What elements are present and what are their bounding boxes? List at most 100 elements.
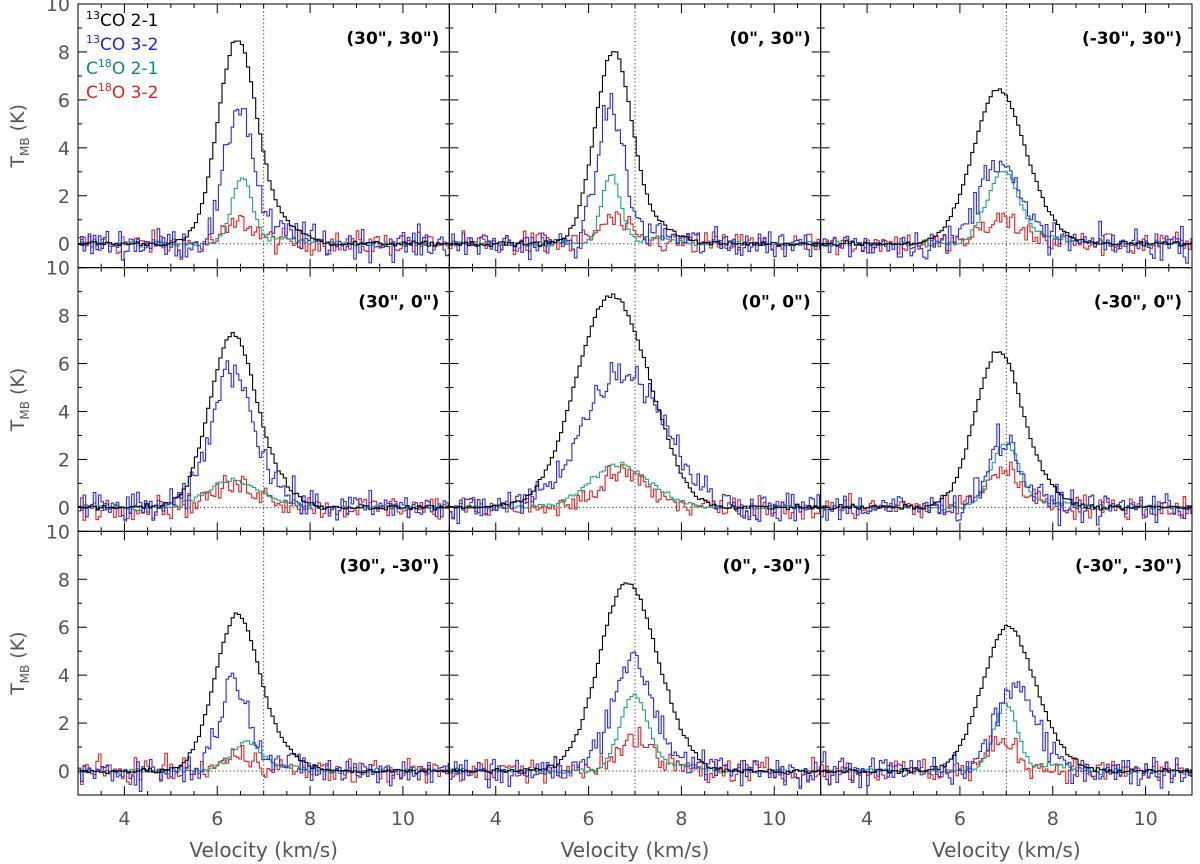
panel-6: (30", -30") 0 2 4 6 8 10 TMB (K) 4 6 8 10 Velocity (…: [7, 521, 450, 862]
legend-label: CO 2-1: [100, 11, 158, 31]
panel-position-label: (0", 30"): [730, 29, 811, 49]
spectrum-c18o-21: [449, 461, 821, 510]
spectrum-c18o-32: [78, 475, 450, 521]
y-tick-label: 4: [58, 138, 70, 160]
spectrum-co13-21: [78, 332, 450, 511]
panel-2: (-30", 30"): [820, 3, 1193, 269]
x-tick-label: 6: [954, 808, 966, 830]
spectrum-co13-21: [78, 40, 450, 247]
panel-8: (-30", -30") 4 6 8 10 Velocity (km/s): [820, 530, 1193, 862]
y-tick-label: 8: [58, 42, 70, 64]
spectrum-c18o-32: [449, 727, 821, 787]
legend-entry: 13CO 3-2: [86, 33, 158, 55]
y-tick-label: 10: [46, 521, 70, 543]
legend-superscript: 18: [98, 57, 112, 70]
spectra-group: [449, 51, 821, 261]
y-tick-label: 8: [58, 569, 70, 591]
panel-position-label: (0", 0"): [741, 293, 810, 313]
panel-position-label: (30", 30"): [346, 29, 439, 49]
legend-label: O 3-2: [112, 83, 159, 103]
y-tick-label: 6: [58, 90, 70, 112]
legend-entry: 13CO 2-1: [86, 9, 158, 31]
spectrum-co13-21: [820, 88, 1193, 247]
spectrum-c18o-32: [820, 461, 1193, 521]
panel-1: (0", 30"): [448, 3, 822, 269]
y-axis-title-subscript: MB: [18, 401, 32, 420]
spectrum-co13-32: [820, 159, 1193, 264]
y-tick-label: 2: [58, 186, 70, 208]
spectrum-co13-32: [449, 362, 821, 525]
y-axis-title-subscript: MB: [18, 665, 32, 684]
panel-position-label: (30", -30"): [339, 556, 439, 576]
y-tick-label: 2: [58, 449, 70, 471]
y-axis-title-main: T: [7, 156, 29, 169]
x-axis-title: Velocity (km/s): [561, 838, 710, 862]
legend-prefix: C: [86, 59, 98, 79]
spectrum-co13-32: [820, 423, 1193, 527]
spectrum-co13-32: [78, 108, 450, 264]
x-tick-label: 8: [1047, 808, 1059, 830]
x-axis-title: Velocity (km/s): [189, 838, 338, 862]
legend-entry: C18O 3-2: [86, 81, 158, 103]
spectrum-co13-21: [449, 582, 821, 774]
y-axis-title-unit: (K): [7, 631, 29, 664]
x-tick-label: 10: [391, 808, 415, 830]
legend-superscript: 18: [98, 81, 112, 94]
spectrum-c18o-21: [820, 171, 1193, 247]
y-tick-label: 6: [58, 617, 70, 639]
y-tick-label: 2: [58, 713, 70, 735]
spectra-group: [449, 582, 821, 789]
x-tick-label: 8: [304, 808, 316, 830]
x-axis-title: Velocity (km/s): [932, 838, 1081, 862]
panel-position-label: (0", -30"): [722, 556, 810, 576]
spectra-group: [78, 332, 450, 522]
spectrum-c18o-32: [820, 212, 1193, 257]
y-axis-title-main: T: [7, 683, 29, 696]
panel-position-label: (30", 0"): [358, 293, 439, 313]
y-axis-title-unit: (K): [7, 104, 29, 137]
y-axis-title-subscript: MB: [18, 137, 32, 156]
panel-3: (30", 0") 0 2 4 6 8 10 TMB (K): [7, 258, 450, 532]
panel-5: (-30", 0"): [820, 267, 1193, 532]
spectra-group: [78, 40, 450, 264]
legend-entry: C18O 2-1: [86, 57, 158, 79]
spectrum-c18o-21: [820, 702, 1193, 775]
y-tick-label: 0: [58, 497, 70, 519]
x-tick-label: 6: [583, 808, 595, 830]
legend-superscript: 13: [86, 9, 100, 22]
x-tick-label: 4: [118, 808, 130, 830]
legend-label: O 2-1: [112, 59, 159, 79]
x-tick-label: 6: [211, 808, 223, 830]
legend-superscript: 13: [86, 33, 100, 46]
spectrum-c18o-32: [449, 464, 821, 520]
x-tick-label: 4: [490, 808, 502, 830]
spectrum-co13-21: [820, 624, 1193, 774]
spectrum-co13-21: [449, 293, 821, 511]
y-tick-label: 6: [58, 354, 70, 376]
spectra-group: [78, 612, 450, 792]
y-axis-title: TMB (K): [7, 104, 32, 169]
spectra-group: [820, 88, 1193, 264]
spectrum-co13-32: [78, 360, 450, 522]
y-tick-label: 0: [58, 234, 70, 256]
spectrum-c18o-32: [820, 735, 1193, 786]
y-tick-label: 10: [46, 258, 70, 280]
x-tick-label: 8: [675, 808, 687, 830]
panel-position-label: (-30", 30"): [1082, 29, 1182, 49]
y-tick-label: 0: [58, 761, 70, 783]
panel-7: (0", -30") 4 6 8 10 Velocity (km/s): [448, 530, 822, 862]
x-tick-label: 4: [861, 808, 873, 830]
spectra-group: [820, 624, 1193, 789]
spectra-group: [449, 293, 821, 525]
spectrum-co13-32: [820, 681, 1193, 789]
y-axis-title-main: T: [7, 419, 29, 432]
spectrum-co13-21: [820, 351, 1193, 511]
spectrum-co13-21: [449, 51, 821, 248]
legend-label: CO 3-2: [100, 35, 158, 55]
y-tick-label: 10: [46, 0, 70, 16]
panel-position-label: (-30", -30"): [1075, 556, 1182, 576]
y-tick-label: 4: [58, 401, 70, 423]
spectrum-co13-21: [78, 612, 450, 774]
